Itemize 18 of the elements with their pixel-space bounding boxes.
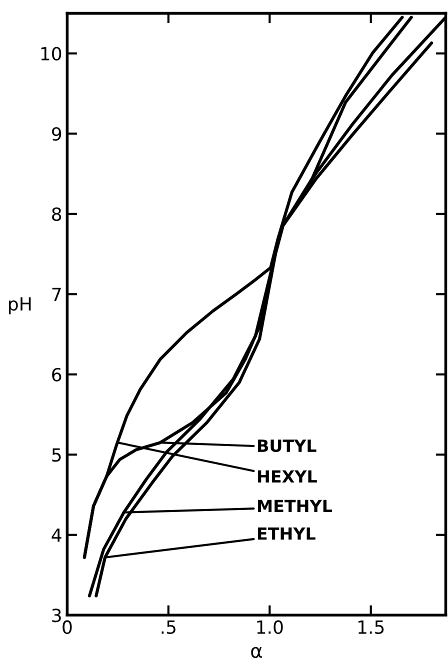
- annotation: BUTYL: [258, 440, 316, 452]
- x-tick-label: 1.5: [358, 620, 384, 634]
- x-tick-label: 0: [62, 620, 72, 634]
- x-tick-label: .5: [162, 620, 176, 634]
- x-tick-label: 1.0: [257, 620, 283, 634]
- y-axis-title: pH: [9, 297, 31, 314]
- y-tick-label: 5: [52, 448, 61, 462]
- y-tick-label: 3: [52, 608, 61, 622]
- y-tick-label: 9: [52, 127, 62, 141]
- y-tick-label: 7: [52, 288, 61, 302]
- y-tick-label: 8: [52, 207, 62, 222]
- annotation: METHYL: [258, 500, 332, 512]
- y-tick-label: 10: [41, 46, 62, 61]
- x-axis-title: α: [251, 646, 262, 658]
- annotation: ETHYL: [258, 528, 316, 540]
- y-tick-label: 4: [52, 528, 62, 542]
- y-tick-label: 6: [52, 368, 62, 382]
- annotation: HEXYL: [258, 470, 317, 483]
